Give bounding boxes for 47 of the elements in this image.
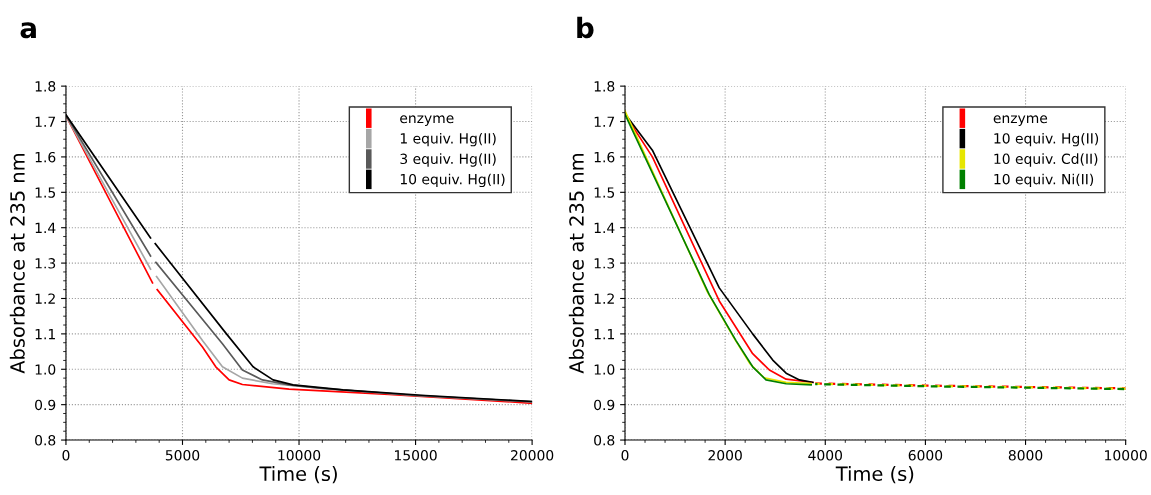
- legend-label: 10 equiv. Cd(II): [994, 153, 1098, 167]
- y-tick-label: 1.3: [35, 258, 56, 269]
- y-tick-label: 0.8: [35, 435, 56, 446]
- x-tick-label: 0: [621, 450, 629, 461]
- chart-title: b: [577, 16, 594, 39]
- legend-label: 1 equiv. Hg(II): [400, 132, 496, 147]
- x-axis-title: Time (s): [835, 466, 914, 484]
- x-tick-label: 2000: [708, 450, 742, 461]
- legend-label: 3 equiv. Hg(II): [400, 153, 496, 167]
- y-tick-label: 1.7: [35, 116, 56, 127]
- x-tick-label: 10000: [1105, 450, 1147, 461]
- x-tick-label: 10000: [278, 450, 321, 461]
- y-tick-label: 1.3: [594, 258, 615, 269]
- y-tick-label: 1.8: [35, 81, 56, 92]
- y-tick-label: 0.8: [594, 435, 615, 446]
- y-tick-label: 1.8: [594, 81, 615, 92]
- x-tick-label: 4000: [808, 450, 843, 461]
- y-tick-label: 1.6: [594, 151, 615, 163]
- x-tick-label: 15000: [395, 450, 437, 461]
- x-tick-label: 20000: [511, 450, 554, 461]
- y-tick-label: 1.1: [594, 329, 614, 340]
- y-tick-label: 1.0: [35, 364, 56, 375]
- x-tick-label: 6000: [908, 450, 943, 461]
- legend-label: 10 equiv. Ni(II): [994, 173, 1094, 188]
- y-tick-label: 0.9: [594, 399, 615, 411]
- x-tick-label: 0: [62, 450, 70, 461]
- y-tick-label: 1.7: [594, 116, 615, 127]
- y-tick-label: 1.5: [35, 187, 56, 198]
- x-axis-title: Time (s): [259, 466, 337, 484]
- chart-title: a: [20, 22, 36, 39]
- y-tick-label: 1.2: [35, 293, 55, 304]
- y-tick-label: 1.1: [35, 329, 55, 340]
- y-tick-label: 1.6: [35, 151, 56, 163]
- y-axis-title: Absorbance at 235 nm: [568, 154, 584, 374]
- legend-label: enzyme: [993, 115, 1048, 126]
- x-tick-label: 8000: [1008, 450, 1043, 461]
- legend-label: 10 equiv. Hg(II): [994, 132, 1099, 147]
- y-tick-label: 1.4: [594, 222, 615, 233]
- legend-label: 10 equiv. Hg(II): [400, 173, 505, 188]
- y-tick-label: 1.0: [594, 364, 615, 375]
- y-axis-title: Absorbance at 235 nm: [9, 154, 25, 374]
- y-tick-label: 1.4: [35, 222, 56, 233]
- legend-label: enzyme: [400, 115, 454, 126]
- y-tick-label: 1.5: [594, 187, 615, 198]
- y-tick-label: 1.2: [594, 293, 614, 304]
- y-tick-label: 0.9: [35, 399, 56, 411]
- x-tick-label: 5000: [165, 450, 200, 461]
